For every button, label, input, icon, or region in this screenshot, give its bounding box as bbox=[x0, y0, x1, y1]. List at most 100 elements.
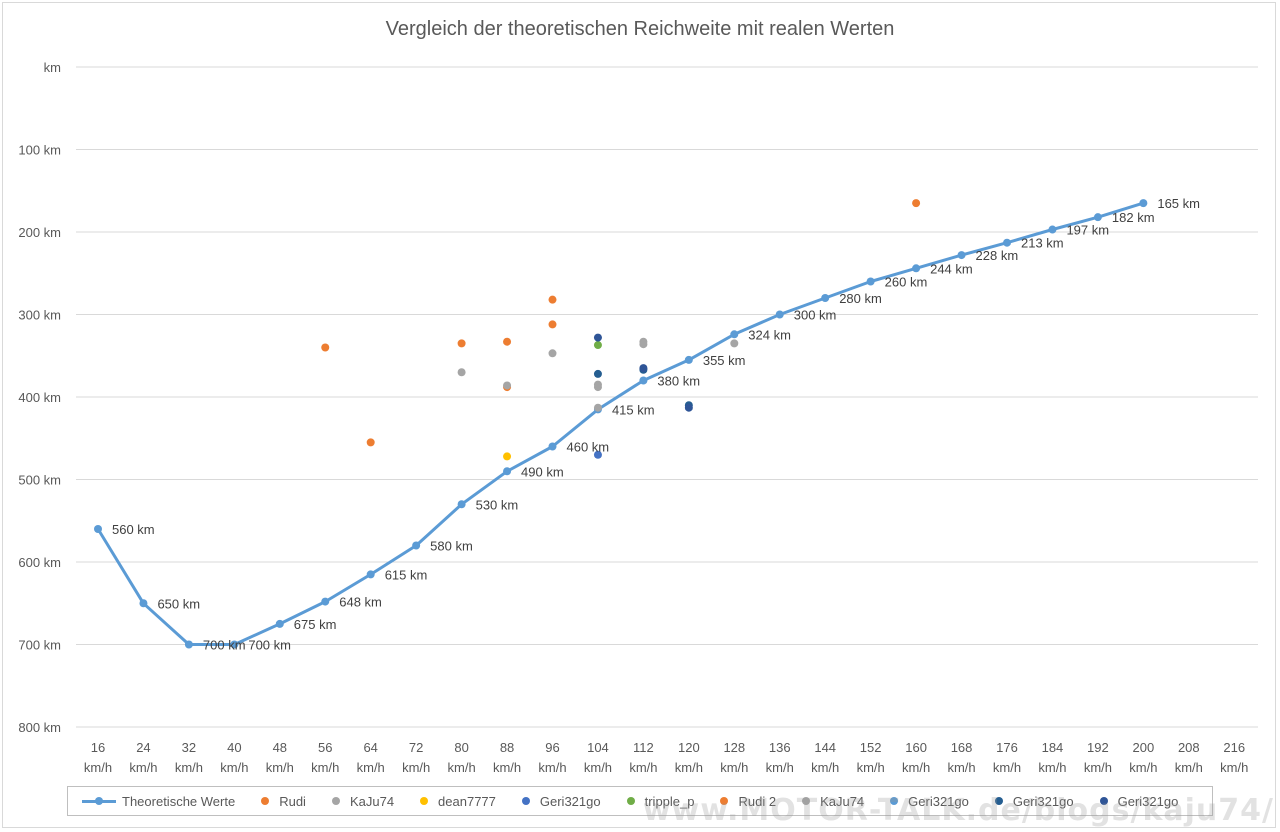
legend-marker bbox=[331, 797, 340, 805]
watermark: www.MOTOR-TALK.de/blogs/kaju74/ bbox=[642, 793, 1274, 828]
data-label: 165 km bbox=[1157, 196, 1200, 211]
legend-item: Geri321go bbox=[890, 794, 969, 809]
line-point bbox=[775, 310, 784, 319]
x-tick-label: 80 bbox=[454, 740, 468, 755]
data-label: 580 km bbox=[430, 539, 473, 554]
scatter-point bbox=[593, 380, 602, 389]
line-point bbox=[684, 355, 693, 364]
line-series bbox=[94, 199, 1148, 649]
scatter-points bbox=[321, 199, 921, 461]
x-tick-label: 208 bbox=[1178, 740, 1200, 755]
x-tick-label: 96 bbox=[545, 740, 559, 755]
y-tick-label: 100 km bbox=[18, 143, 61, 158]
line-point bbox=[1048, 225, 1057, 234]
line-point bbox=[275, 619, 284, 628]
y-tick-label: 300 km bbox=[18, 308, 61, 323]
scatter-point bbox=[457, 339, 466, 348]
x-tick-unit: km/h bbox=[84, 760, 112, 775]
x-tick-label: 40 bbox=[227, 740, 241, 755]
scatter-point bbox=[639, 364, 648, 373]
line-point bbox=[821, 294, 830, 302]
x-tick-label: 64 bbox=[363, 740, 377, 755]
x-tick-unit: km/h bbox=[993, 760, 1021, 775]
scatter-point bbox=[503, 381, 512, 390]
line-point bbox=[139, 599, 148, 608]
x-tick-unit: km/h bbox=[357, 760, 385, 775]
legend-item: Theoretische Werte bbox=[82, 794, 235, 809]
x-tick-label: 128 bbox=[723, 740, 745, 755]
scatter-point bbox=[684, 403, 693, 412]
x-tick-unit: km/h bbox=[538, 760, 566, 775]
legend-marker bbox=[1099, 797, 1108, 805]
legend-marker bbox=[994, 797, 1003, 805]
data-label: 650 km bbox=[157, 596, 200, 611]
data-label: 228 km bbox=[976, 248, 1019, 263]
data-label: 530 km bbox=[476, 497, 519, 512]
y-tick-label: 800 km bbox=[18, 720, 61, 735]
data-label: 700 km bbox=[203, 638, 246, 653]
x-tick-unit: km/h bbox=[448, 760, 476, 775]
chart-title: Vergleich der theoretischen Reichweite m… bbox=[385, 18, 895, 40]
line-point bbox=[1093, 213, 1102, 222]
data-label: 355 km bbox=[703, 353, 746, 368]
x-tick-label: 184 bbox=[1042, 740, 1064, 755]
x-tick-label: 16 bbox=[91, 740, 105, 755]
legend-label: Rudi 2 bbox=[738, 793, 777, 809]
y-tick-label: 700 km bbox=[18, 638, 61, 653]
line-point bbox=[730, 330, 739, 339]
x-tick-unit: km/h bbox=[266, 760, 294, 775]
x-tick-label: 104 bbox=[587, 740, 609, 755]
x-tick-unit: km/h bbox=[1038, 760, 1066, 775]
scatter-point bbox=[457, 368, 466, 377]
x-tick-label: 160 bbox=[905, 740, 927, 755]
x-tick-unit: km/h bbox=[311, 760, 339, 775]
legend-label: dean7777 bbox=[438, 793, 496, 809]
x-tick-unit: km/h bbox=[175, 760, 203, 775]
x-tick-unit: km/h bbox=[902, 760, 930, 775]
x-tick-unit: km/h bbox=[1129, 760, 1157, 775]
data-label: 213 km bbox=[1021, 236, 1064, 251]
x-tick-label: 24 bbox=[136, 740, 150, 755]
legend-marker bbox=[720, 797, 729, 805]
scatter-point bbox=[548, 349, 557, 358]
y-tick-label: 500 km bbox=[18, 473, 61, 488]
legend-marker bbox=[261, 797, 270, 805]
data-label: 197 km bbox=[1066, 223, 1109, 238]
y-tick-label: 400 km bbox=[18, 390, 61, 405]
x-tick-unit: km/h bbox=[629, 760, 657, 775]
legend: Theoretische Werte Rudi KaJu74 dean7777 Geri… bbox=[67, 786, 1213, 816]
x-tick-unit: km/h bbox=[1220, 760, 1248, 775]
y-tick-label: 600 km bbox=[18, 555, 61, 570]
legend-item: KaJu74 bbox=[802, 794, 864, 809]
legend-item: tripple_p bbox=[626, 794, 694, 809]
data-label: 560 km bbox=[112, 522, 155, 537]
data-label: 615 km bbox=[385, 567, 428, 582]
x-tick-label: 168 bbox=[951, 740, 973, 755]
scatter-point bbox=[593, 333, 602, 342]
x-tick-unit: km/h bbox=[1084, 760, 1112, 775]
x-tick-label: 56 bbox=[318, 740, 332, 755]
x-tick-unit: km/h bbox=[766, 760, 794, 775]
x-tick-unit: km/h bbox=[947, 760, 975, 775]
scatter-point bbox=[593, 369, 602, 378]
data-label: 648 km bbox=[339, 595, 382, 610]
legend-marker bbox=[420, 797, 429, 805]
line-point bbox=[457, 500, 466, 509]
y-tick-label: km bbox=[44, 60, 61, 75]
line-point bbox=[412, 541, 421, 550]
line-point bbox=[184, 640, 193, 649]
scatter-point bbox=[912, 199, 921, 208]
data-label: 490 km bbox=[521, 464, 564, 479]
x-tick-label: 136 bbox=[769, 740, 791, 755]
scatter-point bbox=[593, 450, 602, 459]
data-label: 415 km bbox=[612, 402, 655, 417]
line-point bbox=[1003, 238, 1011, 247]
x-tick-unit: km/h bbox=[675, 760, 703, 775]
line-point bbox=[639, 376, 648, 385]
x-tick-label: 120 bbox=[678, 740, 700, 755]
scatter-point bbox=[366, 438, 375, 447]
data-label: 280 km bbox=[839, 291, 882, 306]
data-label: 244 km bbox=[930, 261, 973, 276]
